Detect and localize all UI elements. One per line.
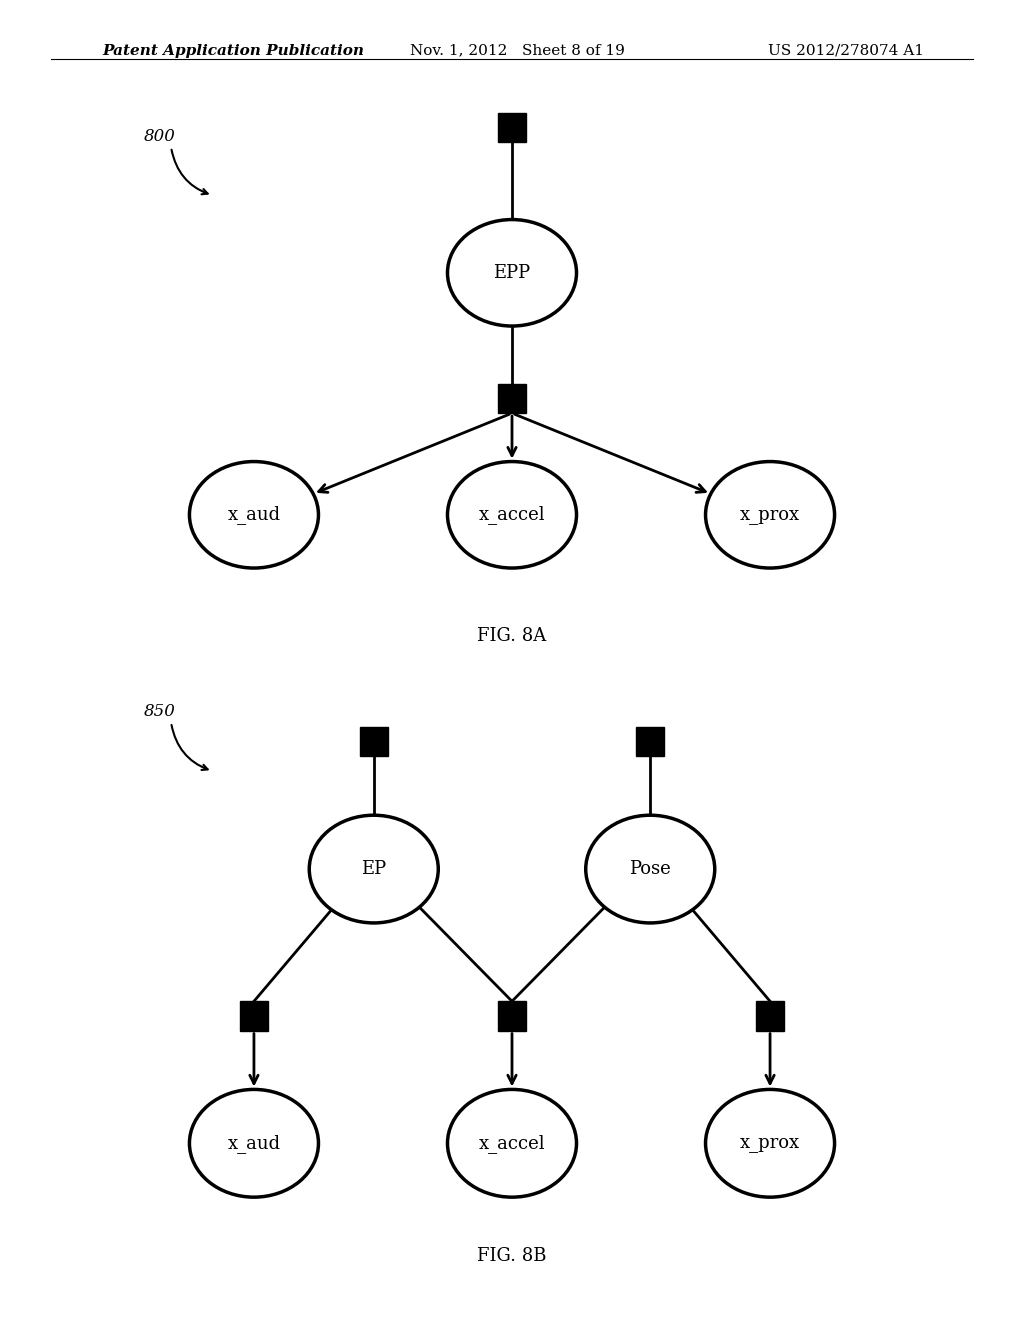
Text: x_aud: x_aud (227, 506, 281, 524)
FancyBboxPatch shape (498, 384, 526, 413)
Text: x_accel: x_accel (478, 506, 546, 524)
Text: x_prox: x_prox (740, 1134, 800, 1152)
Ellipse shape (706, 1089, 835, 1197)
Text: 850: 850 (143, 702, 175, 719)
Text: FIG. 8B: FIG. 8B (477, 1247, 547, 1265)
Text: Patent Application Publication: Patent Application Publication (102, 44, 365, 58)
FancyBboxPatch shape (756, 1002, 784, 1031)
Text: Pose: Pose (630, 861, 671, 878)
Text: Nov. 1, 2012   Sheet 8 of 19: Nov. 1, 2012 Sheet 8 of 19 (410, 44, 625, 58)
FancyBboxPatch shape (498, 114, 526, 143)
FancyBboxPatch shape (360, 727, 387, 756)
FancyBboxPatch shape (498, 1002, 526, 1031)
Text: FIG. 8A: FIG. 8A (477, 627, 547, 644)
Ellipse shape (189, 1089, 318, 1197)
Ellipse shape (586, 816, 715, 923)
Ellipse shape (706, 462, 835, 568)
Ellipse shape (447, 462, 577, 568)
Ellipse shape (309, 816, 438, 923)
Text: US 2012/278074 A1: US 2012/278074 A1 (768, 44, 924, 58)
Text: x_aud: x_aud (227, 1134, 281, 1152)
FancyBboxPatch shape (241, 1002, 268, 1031)
Ellipse shape (447, 1089, 577, 1197)
Text: EPP: EPP (494, 264, 530, 281)
Text: 800: 800 (143, 128, 175, 145)
Text: x_accel: x_accel (478, 1134, 546, 1152)
Ellipse shape (189, 462, 318, 568)
FancyBboxPatch shape (637, 727, 665, 756)
Text: x_prox: x_prox (740, 506, 800, 524)
Ellipse shape (447, 219, 577, 326)
Text: EP: EP (361, 861, 386, 878)
